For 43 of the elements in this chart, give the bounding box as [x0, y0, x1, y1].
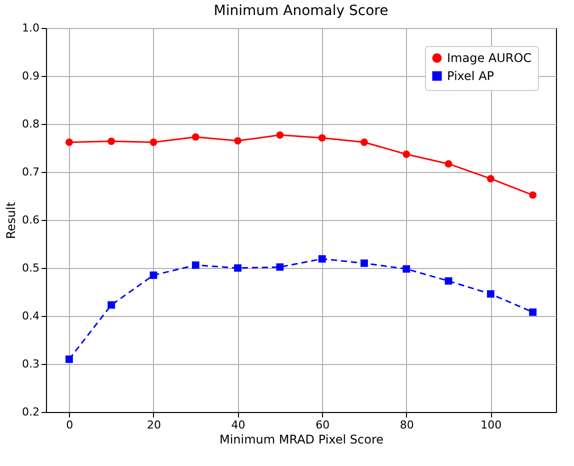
point: [529, 308, 537, 316]
point: [150, 271, 158, 279]
point: [318, 255, 326, 263]
x-tick-label: 80: [400, 418, 414, 432]
point: [192, 261, 200, 269]
x-tick-label: 20: [146, 418, 161, 432]
x-tick-label: 0: [66, 418, 74, 432]
point: [318, 134, 326, 142]
y-tick-label: 0.4: [22, 310, 40, 322]
point: [402, 265, 410, 273]
y-tick-label: 0.3: [22, 358, 40, 370]
y-tick-label: 0.7: [22, 166, 40, 178]
point: [65, 355, 73, 363]
point: [108, 301, 116, 309]
point: [444, 160, 452, 168]
x-tick-label: 60: [316, 418, 330, 432]
x-axis-title: Minimum MRAD Pixel Score: [219, 432, 384, 446]
point: [276, 263, 284, 271]
point: [192, 133, 200, 141]
x-tick-label: 100: [480, 418, 502, 432]
point: [234, 264, 242, 272]
chart-title: Minimum Anomaly Score: [214, 3, 388, 19]
y-tick-label: 0.6: [22, 214, 40, 226]
point: [360, 259, 368, 267]
y-tick-label: 0.9: [22, 70, 40, 82]
y-tick-label: 1.0: [22, 22, 40, 34]
point: [529, 191, 537, 199]
x-tick-label: 40: [231, 418, 246, 432]
point: [486, 175, 494, 182]
legend-label: Image AUROC: [447, 51, 532, 65]
y-tick-label: 0.5: [22, 262, 40, 274]
point: [276, 131, 284, 139]
y-tick-label: 0.2: [22, 406, 40, 418]
point: [402, 150, 410, 158]
y-axis-title: Result: [4, 202, 18, 240]
point: [360, 138, 368, 146]
point: [65, 138, 73, 146]
legend-label: Pixel AP: [447, 69, 494, 83]
point: [486, 290, 494, 298]
y-tick-label: 0.8: [22, 118, 40, 130]
point: [150, 138, 158, 146]
point: [234, 137, 242, 144]
point: [108, 138, 116, 145]
